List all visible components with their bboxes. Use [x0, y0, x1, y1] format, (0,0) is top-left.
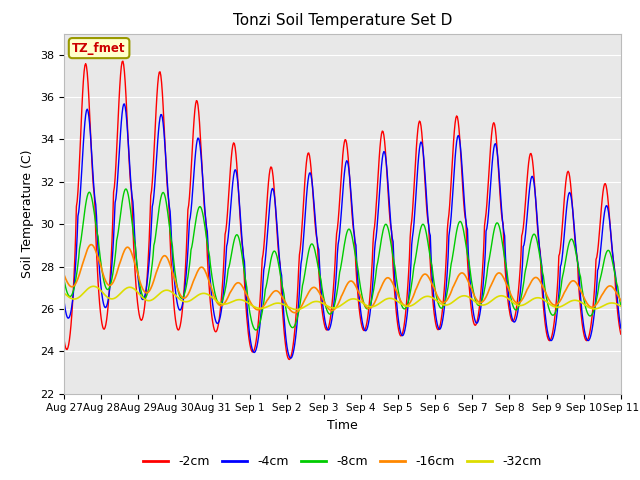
-4cm	[128, 194, 136, 200]
-32cm	[90, 283, 97, 289]
-32cm	[70, 296, 78, 302]
-32cm	[185, 299, 193, 304]
-2cm	[60, 336, 68, 342]
-2cm	[412, 157, 419, 163]
-4cm	[120, 101, 128, 107]
-2cm	[285, 357, 293, 362]
Y-axis label: Soil Temperature (C): Soil Temperature (C)	[22, 149, 35, 278]
-4cm	[214, 320, 222, 326]
-32cm	[428, 295, 436, 300]
Line: -32cm: -32cm	[64, 286, 621, 310]
-16cm	[70, 283, 78, 288]
-8cm	[122, 186, 130, 192]
-32cm	[292, 307, 300, 312]
-4cm	[428, 268, 436, 274]
-8cm	[214, 300, 222, 306]
-2cm	[119, 58, 127, 64]
-4cm	[617, 325, 625, 331]
-16cm	[617, 298, 625, 303]
-16cm	[291, 310, 299, 315]
-4cm	[60, 298, 68, 303]
-4cm	[287, 355, 295, 361]
-16cm	[412, 287, 419, 293]
-32cm	[128, 285, 136, 290]
-32cm	[60, 290, 68, 296]
-2cm	[70, 273, 78, 278]
-2cm	[185, 202, 193, 208]
-2cm	[428, 285, 436, 291]
-4cm	[412, 198, 419, 204]
-16cm	[128, 252, 136, 257]
Line: -16cm: -16cm	[64, 245, 621, 312]
-8cm	[252, 327, 260, 333]
-16cm	[60, 272, 68, 277]
Text: TZ_fmet: TZ_fmet	[72, 42, 126, 55]
Line: -8cm: -8cm	[64, 189, 621, 330]
X-axis label: Time: Time	[327, 419, 358, 432]
-2cm	[128, 203, 136, 208]
-8cm	[617, 302, 625, 308]
-4cm	[185, 232, 193, 238]
-2cm	[214, 323, 222, 329]
Line: -2cm: -2cm	[64, 61, 621, 360]
-32cm	[617, 303, 625, 309]
-32cm	[214, 299, 222, 305]
Title: Tonzi Soil Temperature Set D: Tonzi Soil Temperature Set D	[233, 13, 452, 28]
-16cm	[87, 242, 95, 248]
-8cm	[128, 220, 136, 226]
-2cm	[617, 331, 625, 337]
-16cm	[185, 290, 193, 296]
-8cm	[428, 263, 436, 268]
-8cm	[185, 269, 193, 275]
-32cm	[412, 300, 419, 306]
-8cm	[70, 285, 78, 291]
-4cm	[70, 283, 78, 288]
-16cm	[214, 301, 222, 307]
-16cm	[428, 281, 436, 287]
-8cm	[412, 255, 419, 261]
Line: -4cm: -4cm	[64, 104, 621, 358]
-8cm	[60, 276, 68, 282]
Legend: -2cm, -4cm, -8cm, -16cm, -32cm: -2cm, -4cm, -8cm, -16cm, -32cm	[138, 450, 547, 473]
